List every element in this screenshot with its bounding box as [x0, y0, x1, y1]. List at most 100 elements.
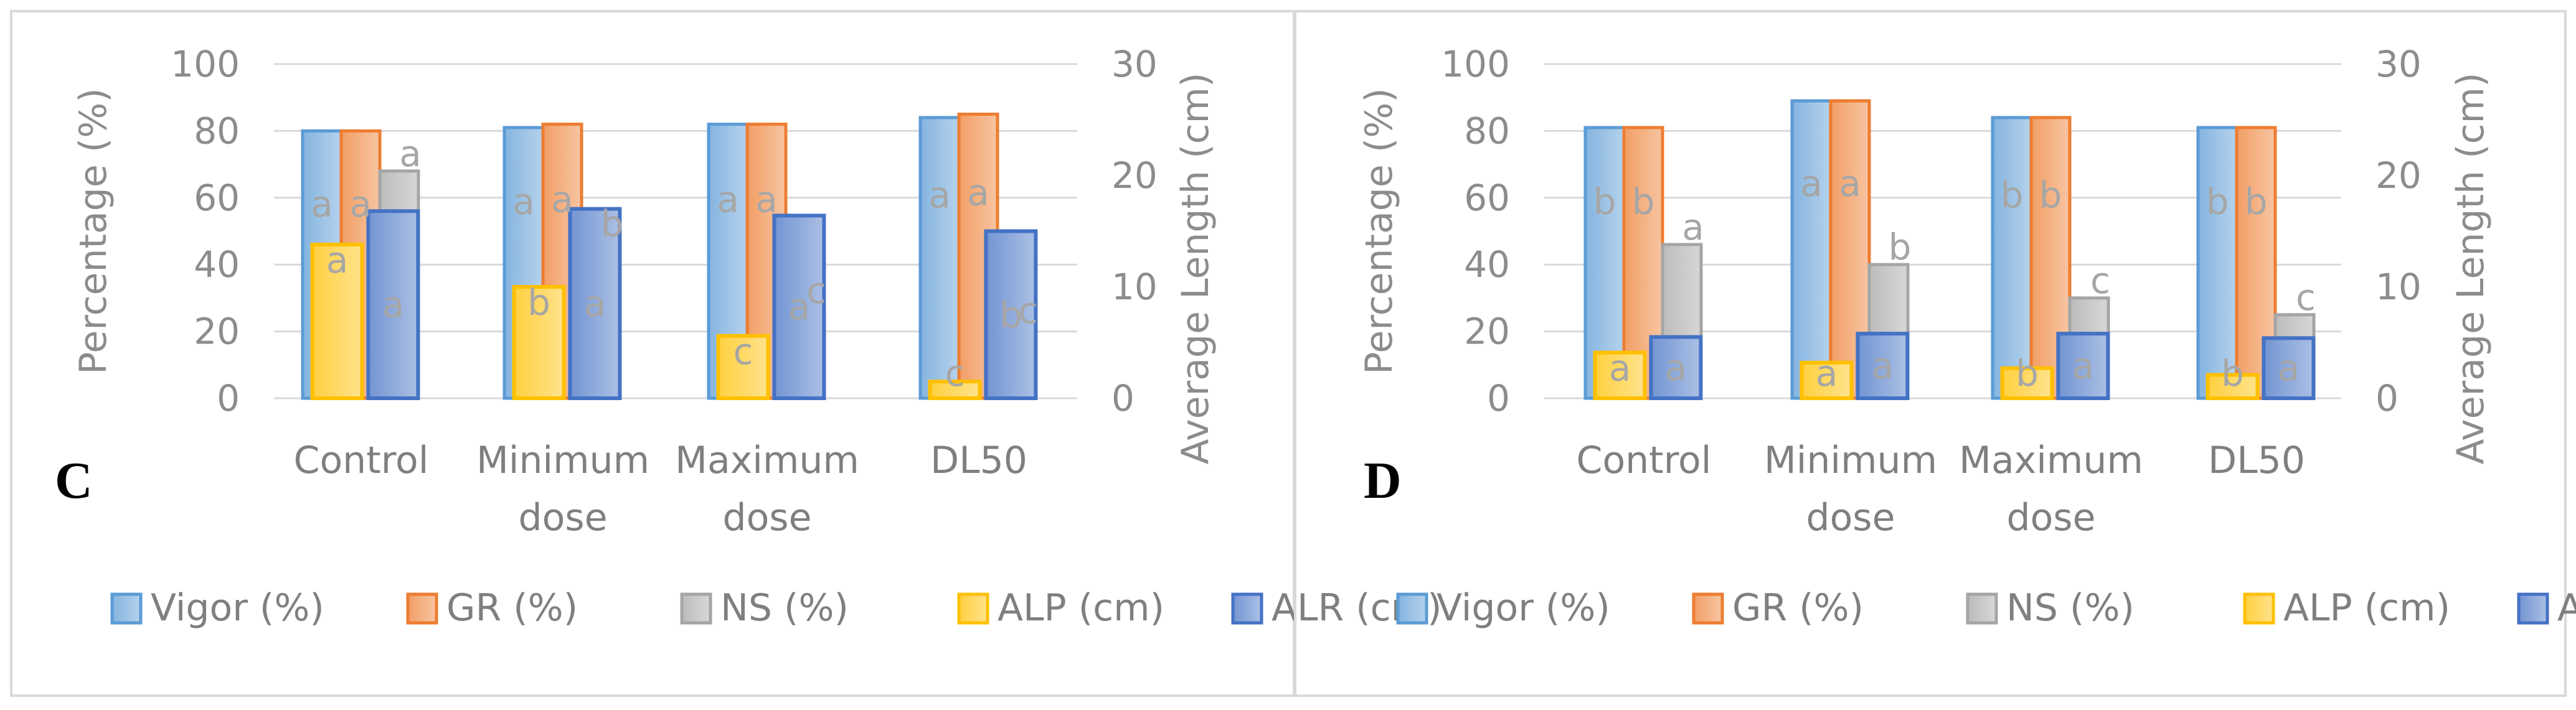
bar-alp	[2000, 366, 2054, 400]
significance-letter: b	[999, 294, 1022, 336]
significance-letter: a	[311, 183, 333, 225]
y2-tick-label: 30	[1111, 43, 1158, 85]
bar-alr	[772, 213, 826, 400]
y-tick-label: 0	[217, 377, 240, 419]
bar-alr	[2262, 336, 2316, 401]
legend-swatch	[2517, 592, 2549, 625]
y-tick-label: 80	[194, 110, 240, 152]
significance-letter: a	[382, 284, 405, 326]
chart-panel-C: 0 20 40 60 80 100 0 10 20 30 Percentage (%) Average…	[10, 10, 1442, 697]
legend-swatch	[110, 592, 143, 625]
category-label: Minimum	[476, 439, 649, 482]
legend-swatch	[957, 592, 989, 625]
significance-letter: a	[1800, 162, 1823, 205]
significance-letter: a	[551, 179, 573, 221]
bar-alp	[512, 285, 566, 400]
significance-letter: a	[1609, 347, 1631, 390]
significance-letter: b	[2001, 174, 2024, 216]
significance-letter: b	[2221, 352, 2244, 395]
legend-swatch	[1231, 592, 1263, 625]
category-label: Maximum	[1959, 439, 2143, 482]
y-tick-label: 20	[1464, 311, 1510, 353]
category-label: Minimum	[1764, 439, 1937, 482]
legend-label: ALP (cm)	[998, 586, 1164, 630]
significance-letter: b	[2016, 352, 2039, 395]
category-label: DL50	[930, 439, 1027, 482]
legend: Vigor (%)GR (%)NS (%)ALP (cm)ALR (cm)	[1396, 586, 2576, 630]
significance-letter: c	[1018, 289, 1038, 332]
legend: Vigor (%)GR (%)NS (%)ALP (cm)ALR (cm)	[110, 586, 1442, 630]
y-tick-label: 100	[1441, 43, 1510, 85]
y2-tick-label: 10	[1111, 266, 1158, 308]
y2-tick-label: 20	[1111, 154, 1158, 197]
significance-letter: a	[399, 133, 422, 175]
legend-swatch	[1692, 592, 1724, 625]
legend-swatch	[1966, 592, 1998, 625]
bar-alp	[716, 334, 770, 401]
legend-label: ALR (cm)	[2557, 586, 2576, 630]
significance-letter: b	[2206, 180, 2229, 223]
significance-letter: a	[2072, 345, 2095, 387]
category-label: dose	[1806, 496, 1895, 540]
significance-letter: a	[1682, 206, 1704, 248]
legend-label: NS (%)	[720, 586, 849, 630]
legend-label: GR (%)	[1732, 586, 1864, 630]
category-label: Control	[1577, 439, 1712, 482]
y-tick-label: 0	[1487, 377, 1510, 419]
y-tick-label: 60	[1464, 177, 1510, 219]
bar-alr	[366, 209, 420, 400]
panel-label: C	[55, 452, 93, 510]
bars	[301, 113, 1038, 401]
category-label: dose	[519, 496, 608, 540]
bars	[1583, 99, 2316, 401]
y-tick-label: 40	[1464, 243, 1510, 286]
significance-letter: a	[967, 172, 989, 214]
significance-letter: a	[2278, 347, 2300, 390]
y2-axis-title: Average Length (cm)	[2449, 73, 2493, 465]
significance-letters: b baa aa aba ab bcb ab bcb a	[1593, 162, 2316, 395]
legend-label: Vigor (%)	[151, 586, 324, 630]
bar-alr	[568, 207, 622, 400]
significance-letter: b	[1889, 226, 1912, 268]
panel-label: D	[1364, 452, 1402, 510]
legend-label: NS (%)	[2006, 586, 2135, 630]
bar-vigor	[2196, 126, 2239, 400]
bar-vigor	[1991, 116, 2033, 400]
category-label: Control	[294, 439, 429, 482]
significance-letter: b	[2039, 174, 2062, 216]
category-label: dose	[2007, 496, 2096, 540]
significance-letter: b	[2245, 180, 2268, 223]
significance-letter: a	[326, 239, 349, 281]
bar-alp	[310, 242, 364, 401]
significance-letter: a	[717, 179, 739, 221]
y2-axis-title: Average Length (cm)	[1174, 73, 1217, 465]
bar-alp	[1800, 360, 1854, 400]
legend-swatch	[2243, 592, 2275, 625]
y2-tick-label: 0	[2375, 377, 2399, 419]
significance-letter: c	[945, 352, 965, 395]
bar-alp	[2206, 373, 2260, 400]
significance-letter: b	[601, 203, 624, 245]
bar-alr	[2056, 332, 2110, 400]
significance-letter: a	[928, 174, 951, 216]
y-tick-label: 60	[194, 177, 240, 219]
significance-letter: a	[1816, 352, 1838, 395]
significance-letter: a	[349, 183, 372, 225]
legend-swatch	[406, 592, 438, 625]
significance-letter: c	[2296, 276, 2316, 319]
significance-letter: b	[527, 281, 550, 324]
significance-letter: b	[1632, 180, 1655, 223]
legend-label: GR (%)	[446, 586, 578, 630]
bar-alr	[984, 229, 1038, 400]
bar-vigor	[918, 116, 961, 400]
y2-tick-label: 10	[2375, 266, 2422, 308]
legend-swatch	[1396, 592, 1428, 625]
legend-swatch	[680, 592, 712, 625]
significance-letter: b	[1593, 180, 1616, 223]
y-tick-label: 100	[171, 43, 240, 85]
bar-alr	[1649, 335, 1703, 400]
category-label: dose	[723, 496, 812, 540]
y-tick-label: 80	[1464, 110, 1510, 152]
